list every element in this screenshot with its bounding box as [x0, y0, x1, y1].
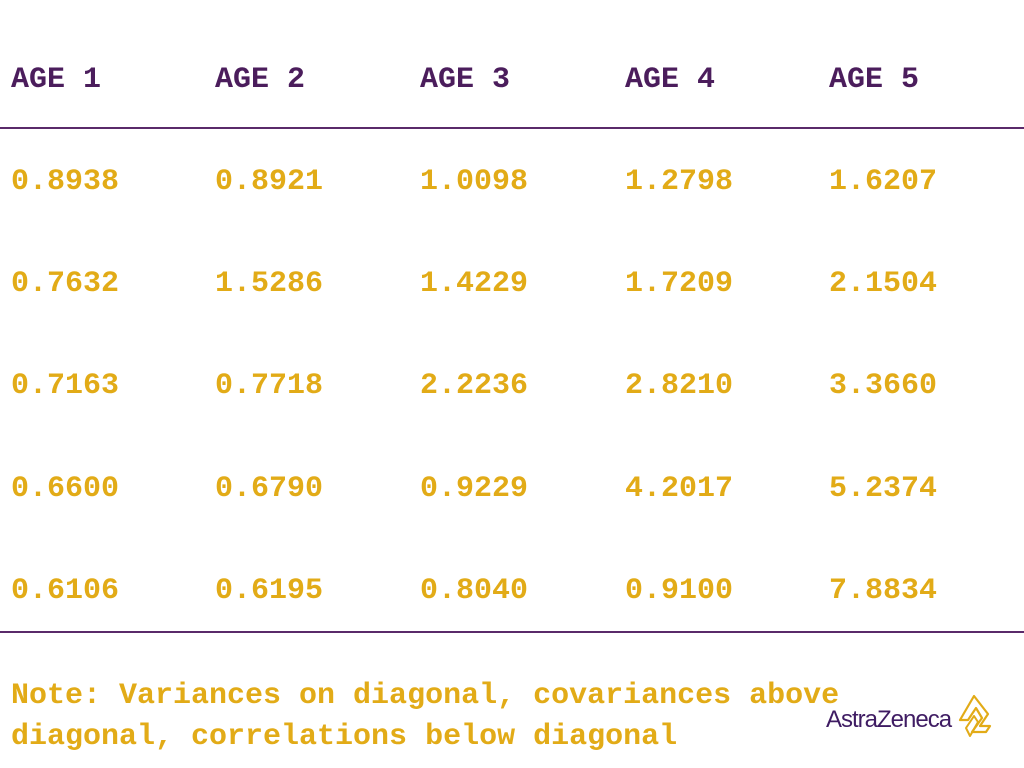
table-note-line-2: diagonal, correlations below diagonal — [11, 720, 678, 754]
table-cell: 7.8834 — [829, 574, 938, 608]
table-cell: 0.6106 — [11, 574, 120, 608]
table-row: 0.6106 0.6195 0.8040 0.9100 7.8834 — [0, 569, 1024, 613]
table-bottom-divider — [0, 631, 1024, 633]
table-cell: 0.6600 — [11, 472, 120, 506]
table-row: 0.7632 1.5286 1.4229 1.7209 2.1504 — [0, 262, 1024, 306]
table-cell: 1.7209 — [625, 267, 734, 301]
table-cell: 1.2798 — [625, 165, 734, 199]
table-row: 0.8938 0.8921 1.0098 1.2798 1.6207 — [0, 160, 1024, 204]
table-cell: 0.6790 — [215, 472, 324, 506]
header-divider — [0, 127, 1024, 129]
astrazeneca-logo-icon — [958, 694, 992, 737]
table-cell: 2.8210 — [625, 369, 734, 403]
column-header-age-4: AGE 4 — [625, 63, 716, 97]
table-row: 0.7163 0.7718 2.2236 2.8210 3.3660 — [0, 364, 1024, 408]
astrazeneca-logo: AstraZeneca — [826, 694, 996, 744]
logo-wordmark: AstraZeneca — [826, 706, 952, 733]
column-header-age-1: AGE 1 — [11, 63, 102, 97]
table-cell: 2.2236 — [420, 369, 529, 403]
column-header-age-3: AGE 3 — [420, 63, 511, 97]
table-cell: 0.7163 — [11, 369, 120, 403]
table-cell: 4.2017 — [625, 472, 734, 506]
table-note: Note: Variances on diagonal, covariances… — [11, 676, 971, 758]
table-header-row: AGE 1 AGE 2 AGE 3 AGE 4 AGE 5 — [0, 58, 1024, 102]
table-cell: 0.9100 — [625, 574, 734, 608]
table-cell: 1.6207 — [829, 165, 938, 199]
table-cell: 0.9229 — [420, 472, 529, 506]
table-cell: 0.8921 — [215, 165, 324, 199]
table-cell: 0.8938 — [11, 165, 120, 199]
table-cell: 3.3660 — [829, 369, 938, 403]
table-cell: 2.1504 — [829, 267, 938, 301]
table-note-line-1: Note: Variances on diagonal, covariances… — [11, 679, 840, 713]
column-header-age-5: AGE 5 — [829, 63, 920, 97]
table-cell: 0.7718 — [215, 369, 324, 403]
table-cell: 1.5286 — [215, 267, 324, 301]
table-cell: 1.0098 — [420, 165, 529, 199]
table-row: 0.6600 0.6790 0.9229 4.2017 5.2374 — [0, 467, 1024, 511]
table-cell: 0.6195 — [215, 574, 324, 608]
table-cell: 5.2374 — [829, 472, 938, 506]
table-cell: 0.8040 — [420, 574, 529, 608]
table-cell: 0.7632 — [11, 267, 120, 301]
column-header-age-2: AGE 2 — [215, 63, 306, 97]
table-cell: 1.4229 — [420, 267, 529, 301]
